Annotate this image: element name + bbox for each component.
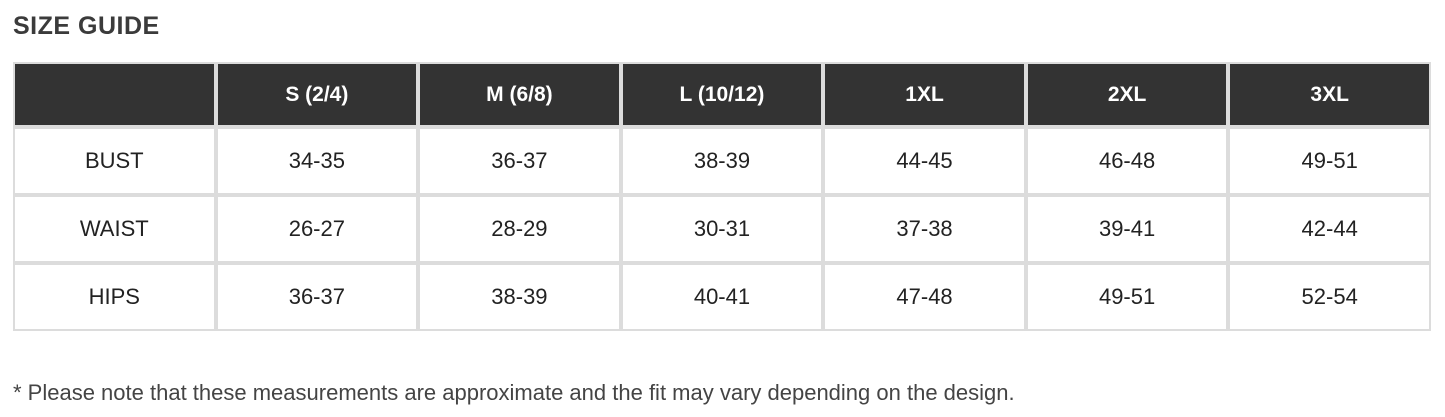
- waist-cell-l: 30-31: [620, 195, 824, 263]
- row-label-hips: HIPS: [13, 263, 216, 331]
- waist-cell-1xl: 37-38: [823, 195, 1026, 263]
- size-guide-section: SIZE GUIDE S (2/4) M (6/8) L (10/12) 1XL…: [13, 12, 1431, 405]
- waist-cell-s: 26-27: [215, 195, 419, 263]
- bust-cell-s: 34-35: [215, 127, 419, 195]
- waist-cell-m: 28-29: [418, 195, 621, 263]
- hips-cell-s: 36-37: [215, 263, 419, 331]
- header-cell-size-1xl: 1XL: [823, 62, 1026, 127]
- size-table-body: BUST 34-35 36-37 38-39 44-45 46-48 49-51…: [13, 127, 1431, 331]
- header-cell-size-2xl: 2XL: [1025, 62, 1229, 127]
- hips-cell-2xl: 49-51: [1025, 263, 1229, 331]
- bust-cell-1xl: 44-45: [823, 127, 1026, 195]
- header-row: S (2/4) M (6/8) L (10/12) 1XL 2XL 3XL: [13, 62, 1431, 127]
- hips-cell-3xl: 52-54: [1228, 263, 1431, 331]
- header-cell-empty: [13, 62, 216, 127]
- waist-cell-2xl: 39-41: [1025, 195, 1229, 263]
- header-cell-size-s: S (2/4): [215, 62, 419, 127]
- hips-cell-l: 40-41: [620, 263, 824, 331]
- row-label-waist: WAIST: [13, 195, 216, 263]
- header-cell-size-l: L (10/12): [620, 62, 824, 127]
- header-cell-size-3xl: 3XL: [1228, 62, 1431, 127]
- hips-cell-1xl: 47-48: [823, 263, 1026, 331]
- table-row-waist: WAIST 26-27 28-29 30-31 37-38 39-41 42-4…: [13, 195, 1431, 263]
- page-title: SIZE GUIDE: [13, 12, 160, 40]
- bust-cell-3xl: 49-51: [1228, 127, 1431, 195]
- bust-cell-l: 38-39: [620, 127, 824, 195]
- table-row-hips: HIPS 36-37 38-39 40-41 47-48 49-51 52-54: [13, 263, 1431, 331]
- row-label-bust: BUST: [13, 127, 216, 195]
- size-table-header: S (2/4) M (6/8) L (10/12) 1XL 2XL 3XL: [13, 62, 1431, 127]
- header-cell-size-m: M (6/8): [418, 62, 621, 127]
- bust-cell-2xl: 46-48: [1025, 127, 1229, 195]
- hips-cell-m: 38-39: [418, 263, 621, 331]
- waist-cell-3xl: 42-44: [1228, 195, 1431, 263]
- bust-cell-m: 36-37: [418, 127, 621, 195]
- size-guide-table: S (2/4) M (6/8) L (10/12) 1XL 2XL 3XL BU…: [13, 62, 1431, 331]
- table-row-bust: BUST 34-35 36-37 38-39 44-45 46-48 49-51: [13, 127, 1431, 195]
- measurements-footnote: * Please note that these measurements ar…: [13, 380, 1015, 405]
